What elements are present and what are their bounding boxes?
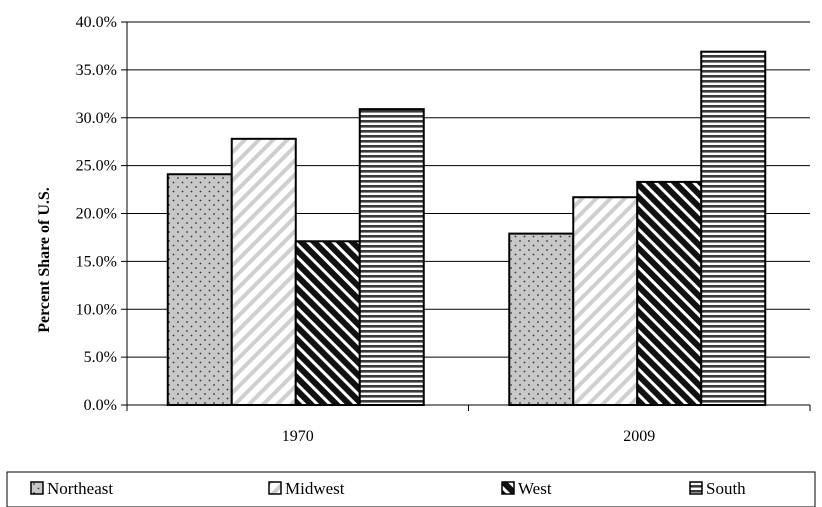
x-tick-labels: 1970 2009 (282, 428, 656, 445)
bar-northeast-1970 (166, 173, 233, 406)
bars (166, 50, 767, 407)
y-tick-label: 20.0% (76, 206, 117, 223)
bar-south-2009 (700, 50, 767, 407)
legend-swatch-midwest (268, 481, 282, 495)
legend-label-south: South (706, 479, 746, 498)
y-tick-label: 40.0% (76, 14, 117, 31)
y-tick-labels: 0.0% 5.0% 10.0% 15.0% 20.0% 25.0% 30.0% 35.0% 40… (76, 14, 117, 414)
y-axis-title: Percent Share of U.S. (36, 187, 53, 333)
y-tick-label: 10.0% (76, 301, 117, 318)
bar-midwest-2009 (572, 196, 639, 406)
y-tick-label: 5.0% (84, 349, 117, 366)
y-tick-label: 30.0% (76, 110, 117, 127)
y-tick-label: 15.0% (76, 253, 117, 270)
legend-swatch-south (689, 481, 703, 495)
legend-label-northeast: Northeast (47, 479, 113, 498)
legend-label-west: West (518, 479, 552, 498)
x-tick-label: 1970 (282, 428, 314, 445)
bar-south-1970 (358, 108, 425, 406)
x-tick-label: 2009 (623, 428, 655, 445)
y-tick-label: 25.0% (76, 158, 117, 175)
bar-west-2009 (636, 180, 703, 406)
bar-northeast-2009 (508, 232, 575, 406)
y-tick-label: 0.0% (84, 397, 117, 414)
y-tick-label: 35.0% (76, 62, 117, 79)
legend-label-midwest: Midwest (285, 479, 345, 498)
legend-swatch-west (501, 481, 515, 495)
legend-swatch-northeast (30, 481, 44, 495)
bar-west-1970 (294, 240, 361, 406)
axes (126, 22, 811, 411)
bar-midwest-1970 (230, 137, 297, 406)
legend-box (6, 471, 816, 507)
legend: Northeast Midwest West South (30, 479, 746, 498)
